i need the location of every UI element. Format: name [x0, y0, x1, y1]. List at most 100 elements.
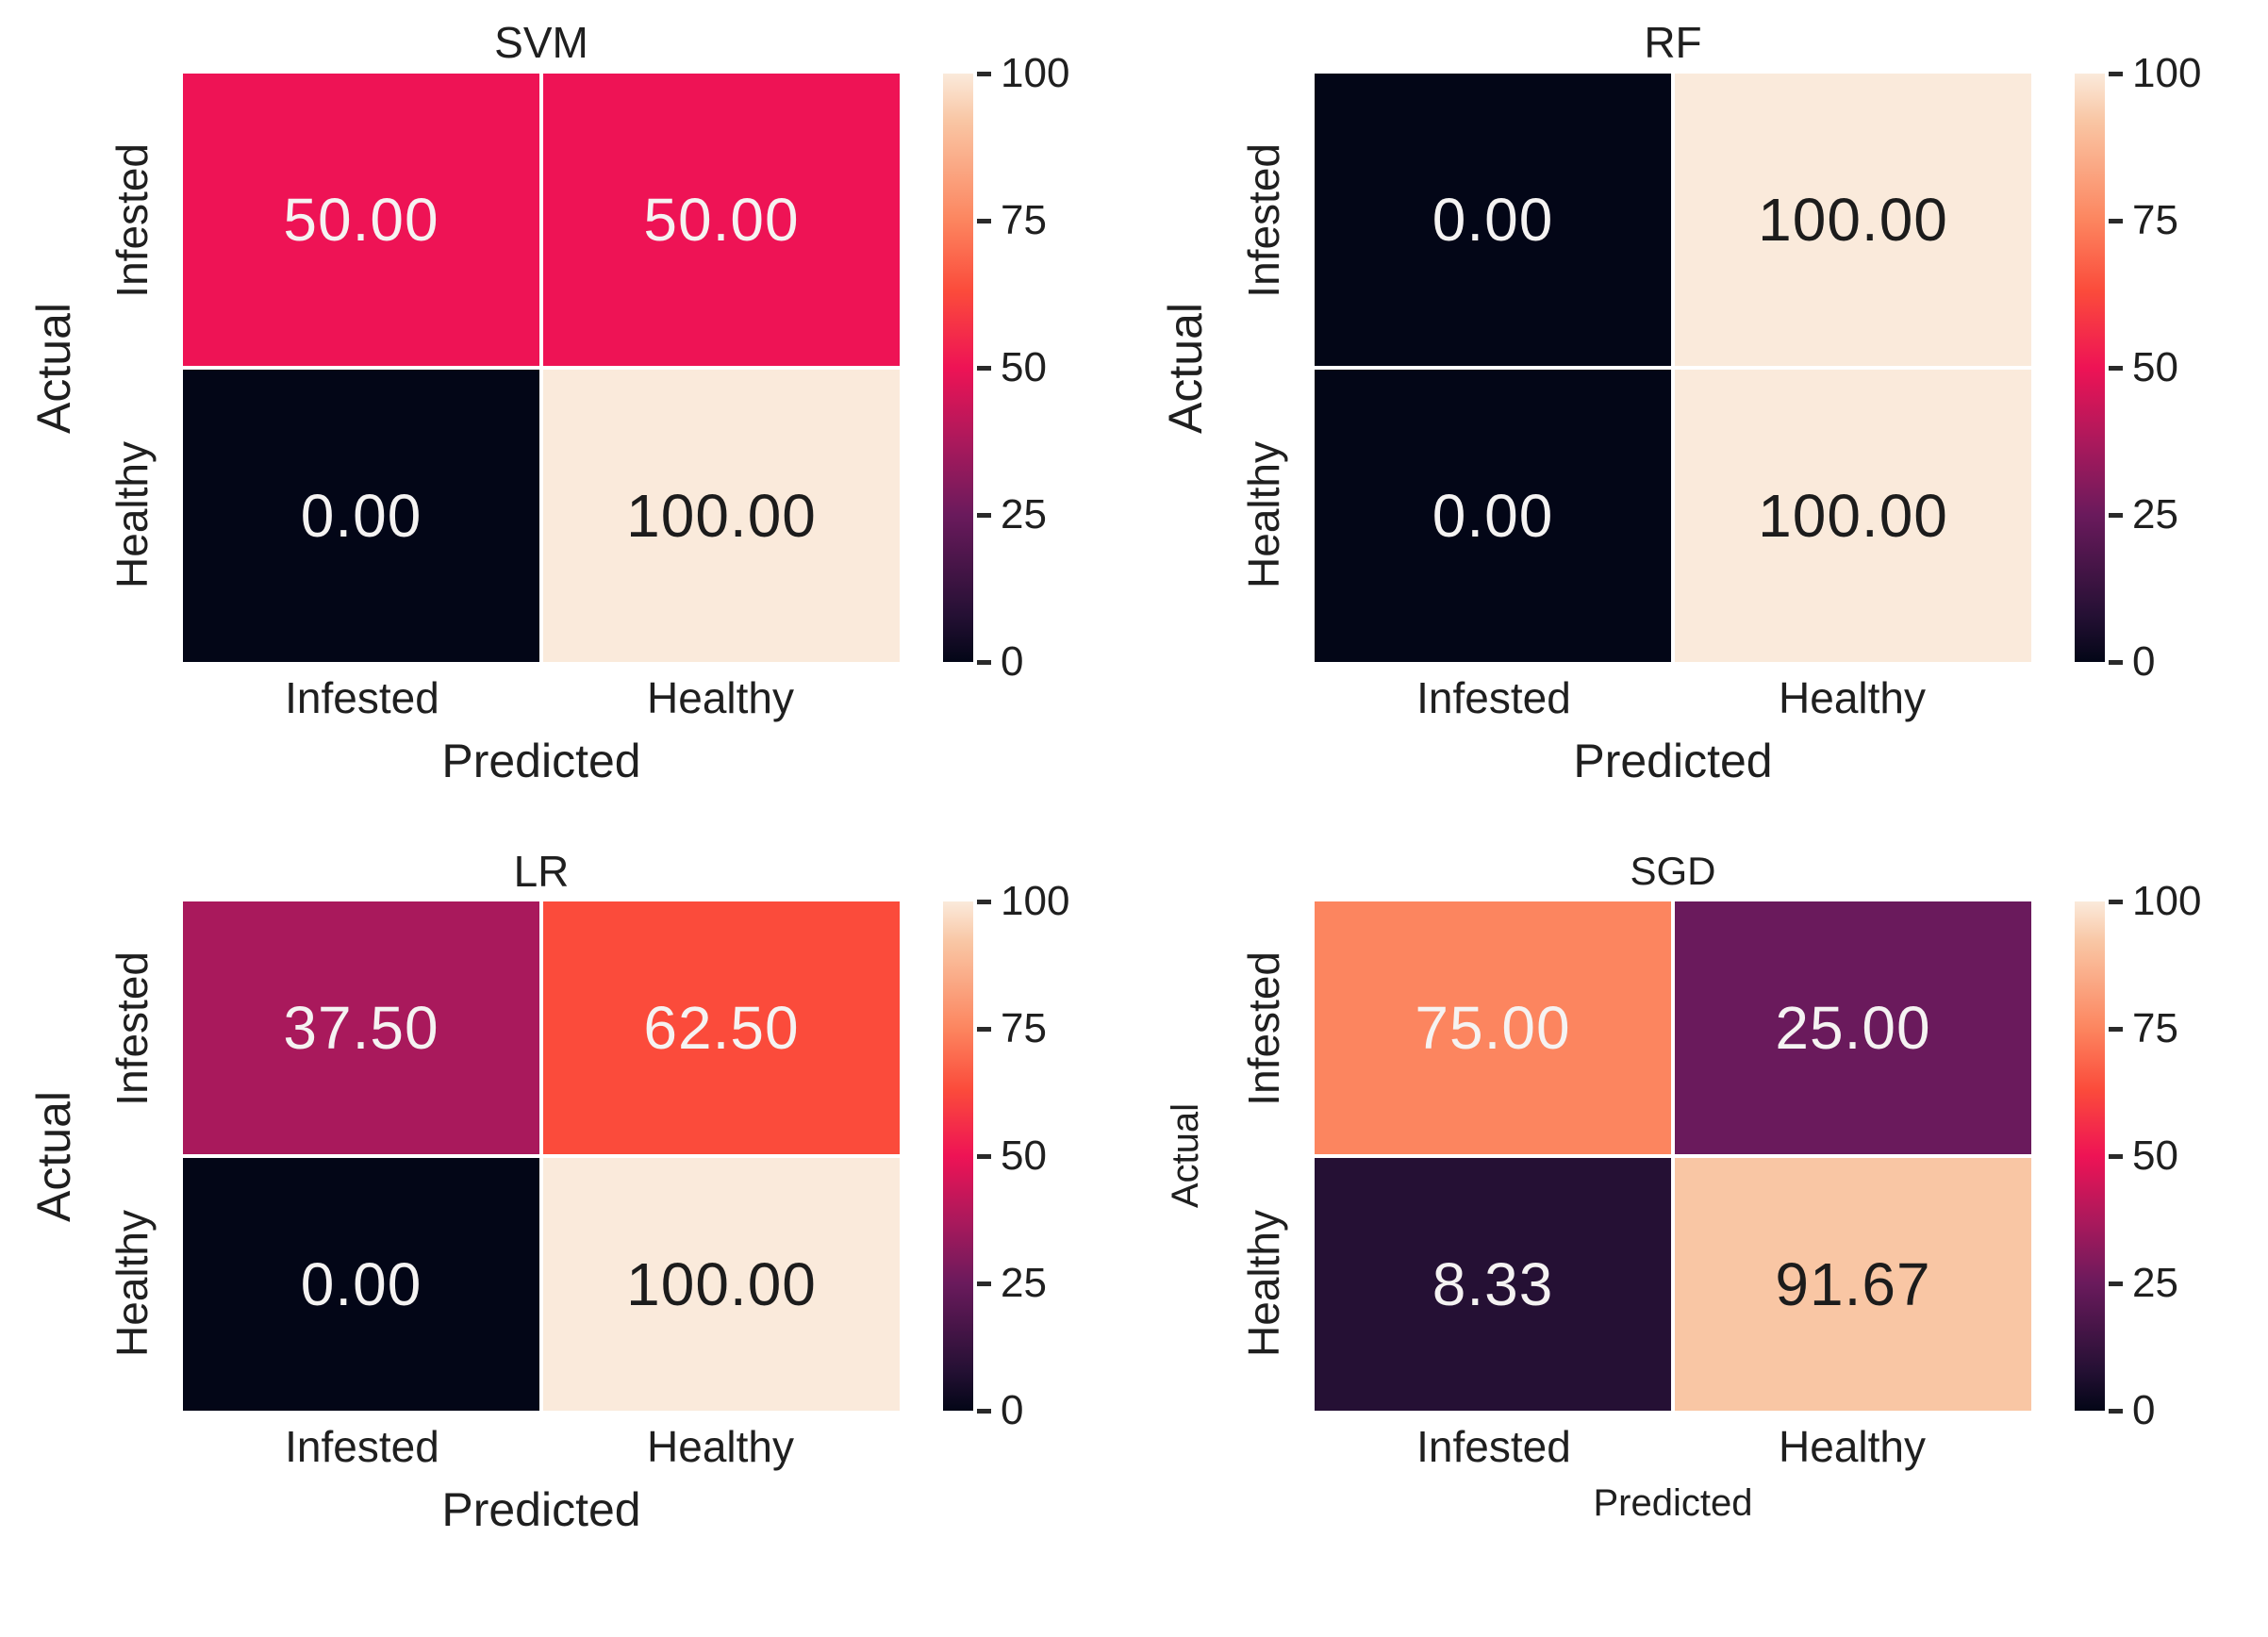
- tick-mark: [2109, 1408, 2123, 1414]
- cell-value: 0.00: [1432, 186, 1554, 254]
- heatmap: 0.00 100.00 0.00 100.00: [1315, 74, 2031, 662]
- colorbar-tick-label: 0: [2132, 1387, 2156, 1433]
- y-tick-healthy: Healthy: [1239, 441, 1288, 588]
- colorbar-tick: 75: [2109, 197, 2178, 244]
- colorbar-tick: 75: [2109, 1005, 2178, 1052]
- colorbar-tick-label: 25: [2132, 491, 2178, 537]
- heatmap-cell-r0c1: 25.00: [1675, 901, 2031, 1154]
- x-axis-title: Predicted: [1573, 735, 1773, 787]
- cell-value: 0.00: [300, 1250, 422, 1318]
- plot-area: RF 0.00 100.00 0.00 100.00 Infested Heal…: [1315, 11, 2031, 788]
- heatmap-cell-r0c0: 37.50: [183, 901, 539, 1154]
- tick-mark: [2109, 899, 2123, 904]
- heatmap-cell-r0c0: 75.00: [1315, 901, 1671, 1154]
- subplot-rf: Actual Infested Healthy RF 0.00 100.00 0…: [1132, 0, 2268, 820]
- y-tick-slot: Healthy: [1213, 368, 1315, 662]
- cell-value: 62.50: [643, 994, 800, 1062]
- heatmap-cell-r1c1: 100.00: [1675, 370, 2031, 662]
- y-axis-title-area: Actual: [26, 74, 81, 662]
- cell-value: 100.00: [1758, 482, 1948, 550]
- cell-value: 91.67: [1775, 1250, 1931, 1318]
- subplot-lr: Actual Infested Healthy LR 37.50 62.50 0…: [0, 820, 1132, 1637]
- colorbar-tick: 0: [2109, 1387, 2155, 1434]
- colorbar-ticks: 100 75 50 25 0: [2105, 878, 2229, 1433]
- colorbar-tick-label: 100: [2132, 50, 2202, 96]
- y-axis-title: Actual: [27, 1090, 80, 1222]
- colorbar-ticks: 100 75 50 25 0: [2105, 50, 2229, 685]
- tick-mark: [977, 1408, 991, 1414]
- heatmap-cell-r1c1: 91.67: [1675, 1158, 2031, 1411]
- x-tick-healthy: Healthy: [647, 1422, 794, 1471]
- y-tick-labels: Infested Healthy: [81, 901, 183, 1411]
- colorbar: 100 75 50 25 0: [2075, 878, 2229, 1433]
- colorbar-tick: 75: [977, 1005, 1047, 1052]
- colorbar-tick-label: 50: [2132, 344, 2178, 390]
- colorbar-tick-label: 0: [2132, 638, 2156, 685]
- heatmap-cell-r1c1: 100.00: [543, 370, 900, 662]
- x-tick-labels: Infested Healthy: [183, 1411, 900, 1482]
- tick-mark: [977, 1153, 991, 1159]
- y-axis-title: Actual: [1164, 1103, 1206, 1209]
- colorbar-tick: 100: [2109, 50, 2201, 97]
- x-tick-healthy: Healthy: [1779, 1422, 1926, 1471]
- colorbar-tick: 100: [977, 50, 1069, 97]
- heatmap: 37.50 62.50 0.00 100.00: [183, 901, 900, 1411]
- y-tick-slot: Infested: [1213, 74, 1315, 368]
- colorbar-tick: 0: [2109, 638, 2155, 686]
- plot-title: SVM: [494, 18, 588, 67]
- colorbar: 100 75 50 25 0: [943, 50, 1098, 685]
- tick-mark: [2109, 1026, 2123, 1032]
- tick-mark: [977, 899, 991, 904]
- colorbar-ticks: 100 75 50 25 0: [973, 50, 1098, 685]
- y-tick-slot: Infested: [1213, 901, 1315, 1156]
- tick-mark: [2109, 71, 2123, 76]
- y-tick-healthy: Healthy: [108, 441, 157, 588]
- y-axis-title-area: Actual: [26, 901, 81, 1411]
- tick-mark: [977, 71, 991, 76]
- heatmap-cell-r1c0: 8.33: [1315, 1158, 1671, 1411]
- colorbar-tick-label: 75: [1001, 197, 1047, 243]
- plot-area: SGD 75.00 25.00 8.33 91.67 Infested Heal…: [1315, 841, 2031, 1537]
- y-tick-labels: Infested Healthy: [81, 74, 183, 662]
- colorbar-tick: 50: [2109, 1133, 2178, 1180]
- colorbar-tick-label: 100: [1001, 878, 1070, 924]
- tick-mark: [977, 1281, 991, 1286]
- colorbar-tick: 0: [977, 1387, 1023, 1434]
- colorbar-gradient: [2075, 74, 2105, 662]
- plot-area: SVM 50.00 50.00 0.00 100.00 Infested Hea…: [183, 11, 900, 788]
- x-tick-infested: Infested: [1416, 673, 1571, 722]
- colorbar-tick-label: 75: [2132, 197, 2178, 243]
- subplot-sgd: Actual Infested Healthy SGD 75.00 25.00 …: [1132, 820, 2268, 1637]
- colorbar-gradient: [2075, 901, 2105, 1411]
- colorbar-tick-label: 75: [1001, 1005, 1047, 1051]
- y-tick-slot: Healthy: [1213, 1156, 1315, 1411]
- heatmap-cell-r1c0: 0.00: [1315, 370, 1671, 662]
- colorbar-tick: 0: [977, 638, 1023, 686]
- tick-mark: [977, 659, 991, 665]
- colorbar-tick: 50: [977, 344, 1047, 391]
- plot-title: LR: [513, 847, 570, 896]
- heatmap-cell-r0c1: 50.00: [543, 74, 900, 366]
- y-tick-slot: Healthy: [81, 368, 183, 662]
- cell-value: 25.00: [1775, 994, 1931, 1062]
- colorbar-tick: 25: [2109, 491, 2178, 538]
- colorbar-tick: 50: [977, 1133, 1047, 1180]
- cell-value: 100.00: [1758, 186, 1948, 254]
- colorbar-tick-label: 25: [1001, 491, 1047, 537]
- colorbar-tick-label: 50: [1001, 344, 1047, 390]
- tick-mark: [977, 365, 991, 371]
- tick-mark: [2109, 218, 2123, 223]
- x-tick-labels: Infested Healthy: [1315, 662, 2031, 734]
- colorbar-tick-label: 50: [1001, 1133, 1047, 1179]
- x-tick-healthy: Healthy: [647, 673, 794, 722]
- cell-value: 50.00: [283, 186, 439, 254]
- tick-mark: [977, 1026, 991, 1032]
- cell-value: 50.00: [643, 186, 800, 254]
- y-tick-labels: Infested Healthy: [1213, 901, 1315, 1411]
- colorbar-tick-label: 75: [2132, 1005, 2178, 1051]
- heatmap: 50.00 50.00 0.00 100.00: [183, 74, 900, 662]
- y-tick-slot: Healthy: [81, 1156, 183, 1411]
- colorbar-tick-label: 100: [1001, 50, 1070, 96]
- cell-value: 0.00: [1432, 482, 1554, 550]
- plot-area: LR 37.50 62.50 0.00 100.00 Infested Heal…: [183, 841, 900, 1537]
